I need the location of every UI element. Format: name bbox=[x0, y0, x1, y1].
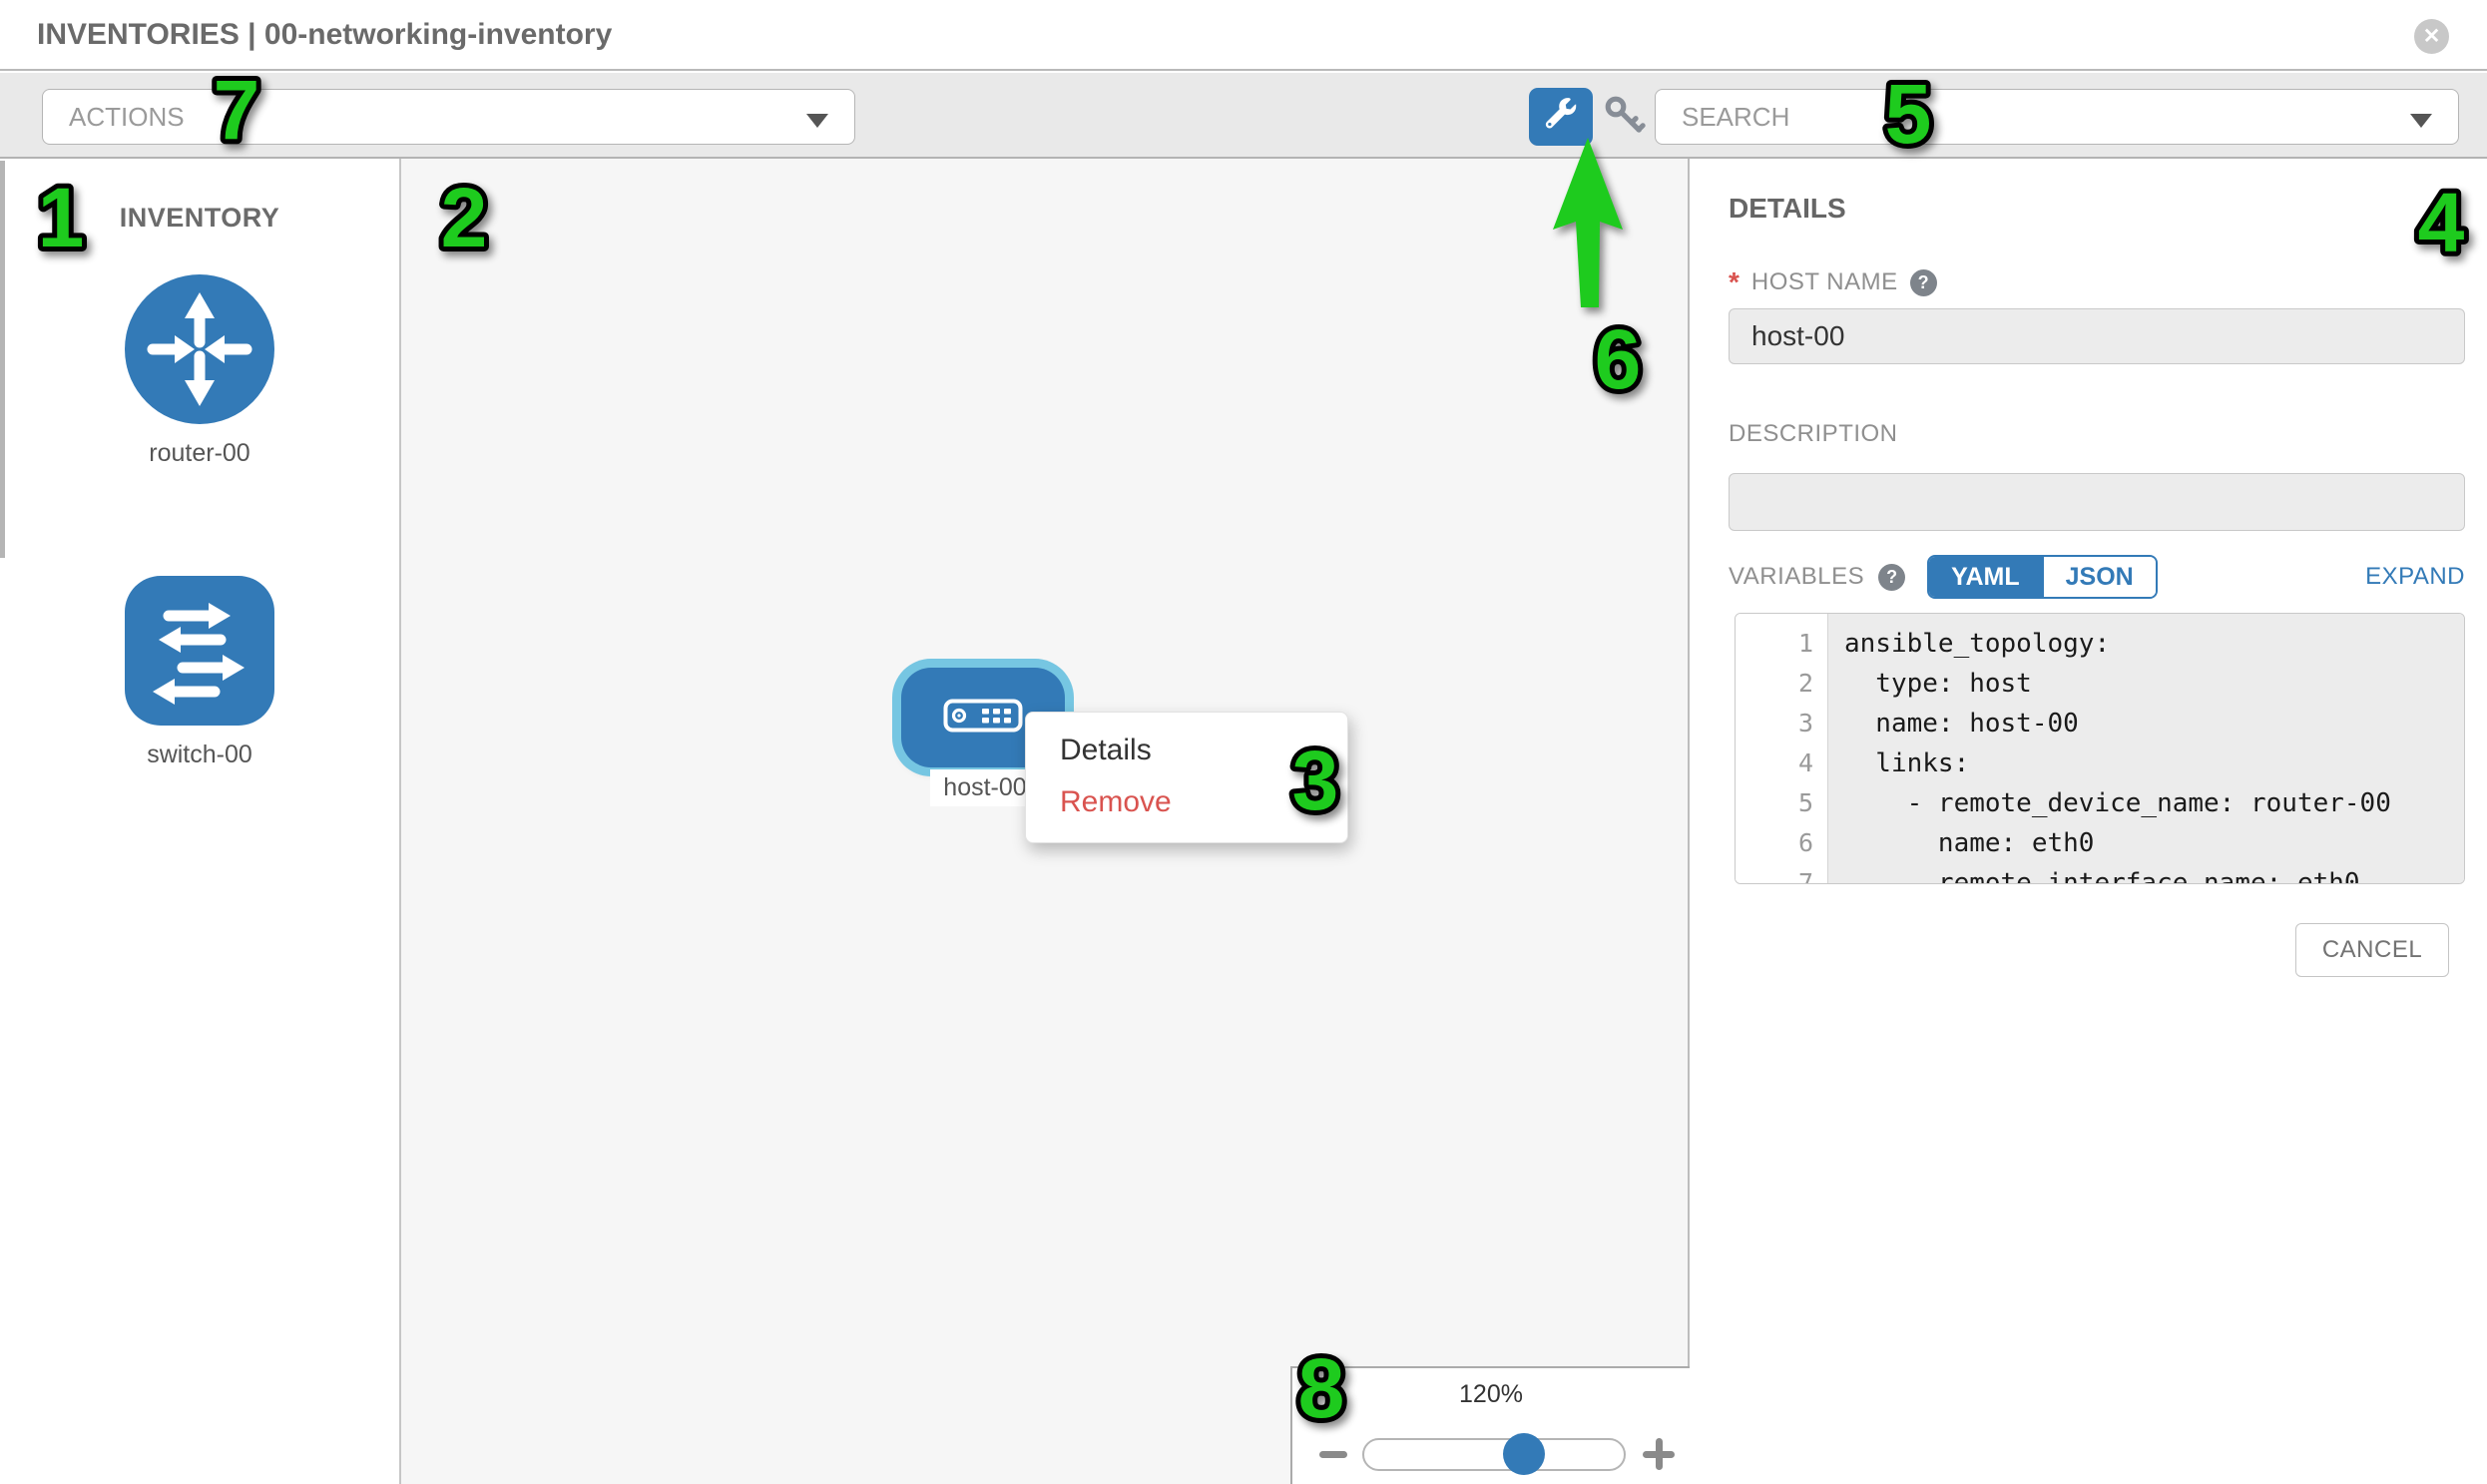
code-line: ansible_topology: bbox=[1844, 629, 2111, 659]
variables-format-toggle: YAML JSON bbox=[1927, 555, 2158, 599]
variables-code-editor[interactable]: 1 2 3 4 5 6 7 ansible_topology: type: ho… bbox=[1735, 613, 2465, 884]
actions-dropdown-placeholder: ACTIONS bbox=[69, 101, 185, 132]
sidebar-item-label: router-00 bbox=[149, 439, 250, 467]
toolbar: ACTIONS SEARCH bbox=[0, 73, 2487, 157]
key-button[interactable] bbox=[1599, 92, 1651, 144]
line-number: 4 bbox=[1797, 748, 1813, 777]
tools-button[interactable] bbox=[1529, 88, 1593, 146]
sidebar-scrollbar[interactable] bbox=[0, 161, 5, 558]
sidebar-title: INVENTORY bbox=[119, 203, 280, 233]
host-icon bbox=[943, 699, 1023, 738]
zoom-in-button[interactable] bbox=[1643, 1438, 1675, 1470]
zoom-slider-track[interactable] bbox=[1362, 1438, 1626, 1471]
description-label: DESCRIPTION bbox=[1729, 420, 1898, 447]
help-icon[interactable]: ? bbox=[1878, 563, 1906, 591]
code-line: name: host-00 bbox=[1844, 709, 2079, 739]
inventory-sidebar: INVENTORY bbox=[0, 159, 401, 1484]
cancel-button[interactable]: CANCEL bbox=[2295, 923, 2449, 977]
line-number: 3 bbox=[1797, 709, 1813, 738]
description-input[interactable] bbox=[1729, 473, 2465, 531]
variables-row: VARIABLES ? YAML JSON EXPAND bbox=[1729, 554, 2465, 600]
code-line: remote_interface_name: eth0 bbox=[1844, 868, 2360, 884]
menu-item-details[interactable]: Details bbox=[1060, 734, 1152, 766]
line-number: 7 bbox=[1797, 868, 1813, 884]
code-line: type: host bbox=[1844, 669, 2032, 699]
required-marker: * bbox=[1729, 266, 1740, 297]
tab-json[interactable]: JSON bbox=[2043, 557, 2156, 597]
wrench-icon bbox=[1541, 95, 1581, 140]
tab-yaml[interactable]: YAML bbox=[1929, 557, 2044, 597]
expand-link[interactable]: EXPAND bbox=[2365, 563, 2465, 590]
content-area: INVENTORY bbox=[0, 157, 2487, 1484]
variables-label: VARIABLES bbox=[1729, 563, 1865, 590]
router-icon bbox=[125, 274, 274, 428]
host-node-label: host-00 bbox=[930, 769, 1040, 806]
sidebar-item-switch[interactable]: switch-00 bbox=[0, 576, 399, 769]
editor-code-area[interactable]: ansible_topology: type: host name: host-… bbox=[1827, 614, 2464, 883]
line-number: 1 bbox=[1797, 629, 1813, 658]
page-header: INVENTORIES | 00-networking-inventory ✕ bbox=[0, 0, 2487, 71]
host-name-input[interactable] bbox=[1729, 308, 2465, 364]
zoom-level-value: 120% bbox=[1459, 1380, 1523, 1408]
chevron-down-icon bbox=[806, 114, 828, 128]
sidebar-item-label: switch-00 bbox=[147, 741, 252, 768]
zoom-control-panel: 120% bbox=[1290, 1366, 1690, 1484]
description-label-row: DESCRIPTION bbox=[1729, 420, 1898, 448]
chevron-down-icon bbox=[2410, 114, 2432, 128]
key-icon bbox=[1601, 92, 1649, 145]
menu-item-remove[interactable]: Remove bbox=[1060, 785, 1172, 818]
details-title: DETAILS bbox=[1729, 193, 1846, 224]
line-number: 6 bbox=[1797, 828, 1813, 857]
help-icon[interactable]: ? bbox=[1909, 268, 1937, 296]
switch-icon bbox=[125, 576, 274, 730]
zoom-out-button[interactable] bbox=[1319, 1451, 1347, 1458]
close-icon[interactable]: ✕ bbox=[2414, 19, 2449, 54]
page-title: INVENTORIES | 00-networking-inventory bbox=[37, 18, 613, 51]
topology-canvas[interactable]: host-00 Details Remove 120% bbox=[401, 159, 1690, 1484]
search-dropdown[interactable]: SEARCH bbox=[1655, 89, 2459, 145]
code-line: name: eth0 bbox=[1844, 828, 2095, 858]
host-name-label: HOST NAME bbox=[1750, 268, 1898, 295]
zoom-slider-thumb[interactable] bbox=[1503, 1433, 1545, 1475]
line-number: 5 bbox=[1797, 788, 1813, 817]
editor-line-numbers: 1 2 3 4 5 6 7 bbox=[1736, 614, 1827, 883]
actions-dropdown[interactable]: ACTIONS bbox=[42, 89, 855, 145]
sidebar-item-router[interactable]: router-00 bbox=[0, 274, 399, 468]
details-panel: DETAILS * HOST NAME ? DESCRIPTION VARIAB… bbox=[1690, 159, 2487, 1484]
line-number: 2 bbox=[1797, 669, 1813, 698]
search-dropdown-placeholder: SEARCH bbox=[1682, 101, 1790, 132]
code-line: - remote_device_name: router-00 bbox=[1844, 788, 2391, 818]
node-context-menu: Details Remove bbox=[1025, 712, 1348, 843]
code-line: links: bbox=[1844, 748, 1970, 778]
host-name-label-row: * HOST NAME ? bbox=[1729, 266, 1937, 298]
